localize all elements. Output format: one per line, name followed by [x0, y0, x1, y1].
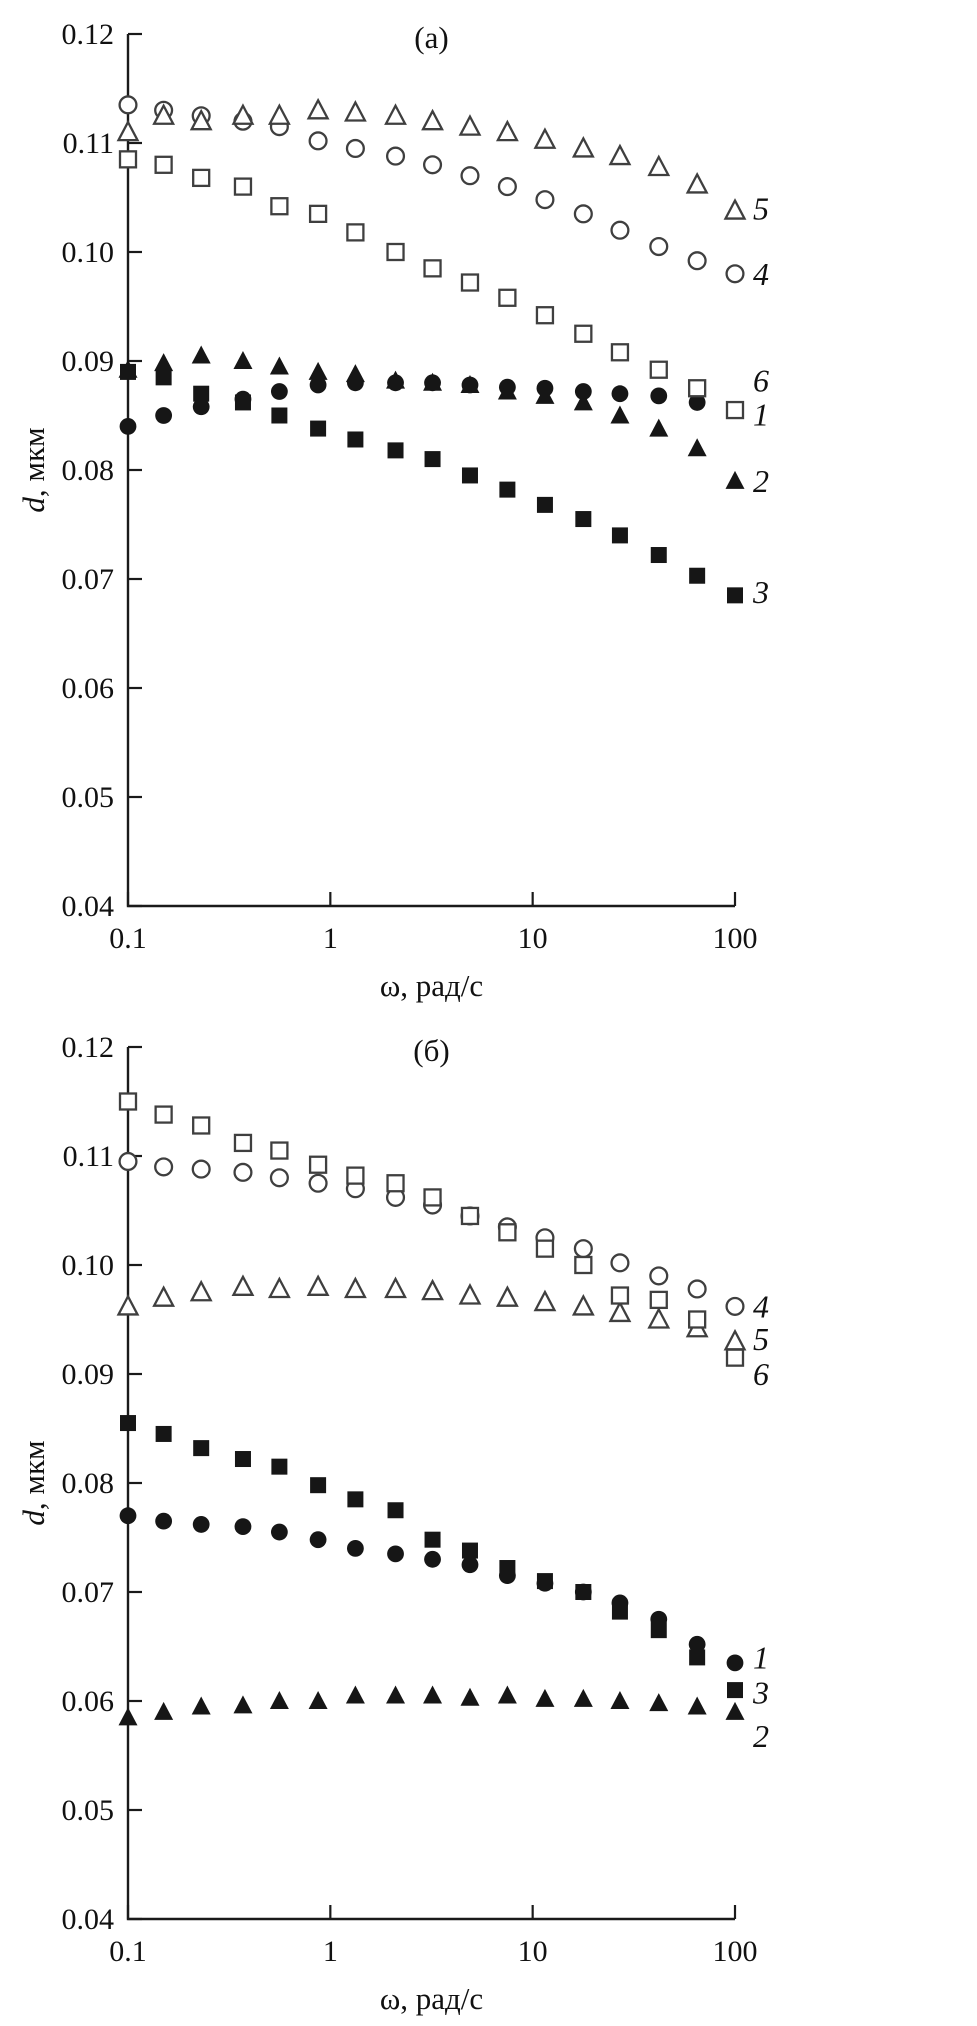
- chart-a-svg: 0.040.050.060.070.080.090.100.110.120.1 1…: [16, 18, 769, 1003]
- svg-text:0.09: 0.09: [62, 345, 115, 378]
- svg-text:0.10: 0.10: [62, 1249, 115, 1282]
- svg-text:ω, рад/с: ω, рад/с: [380, 968, 483, 1003]
- svg-text:4: 4: [753, 256, 769, 292]
- svg-text:1: 1: [753, 1639, 769, 1675]
- chart-panel-a: 0.04 0.05 0.06 0.07 0.08 0.09 0.10 0.11 0.12 0.1 1…: [16, 18, 769, 1003]
- svg-text:2: 2: [753, 463, 769, 499]
- svg-text:6: 6: [753, 363, 769, 399]
- svg-text:0.07: 0.07: [62, 563, 115, 596]
- svg-text:1: 1: [323, 922, 338, 955]
- svg-text:3: 3: [752, 1674, 769, 1710]
- svg-text:1: 1: [323, 1935, 338, 1968]
- svg-text:0.1: 0.1: [109, 1935, 147, 1968]
- svg-text:d, мкм: d, мкм: [16, 1440, 51, 1525]
- svg-text:3: 3: [752, 574, 769, 610]
- svg-text:0.04: 0.04: [62, 1903, 115, 1936]
- svg-text:(б): (б): [413, 1033, 449, 1068]
- svg-text:2: 2: [753, 1718, 769, 1754]
- svg-text:10: 10: [518, 1935, 548, 1968]
- svg-text:0.07: 0.07: [62, 1576, 115, 1609]
- svg-text:0.11: 0.11: [63, 127, 114, 160]
- svg-text:0.09: 0.09: [62, 1358, 115, 1391]
- svg-text:0.12: 0.12: [62, 1031, 115, 1064]
- svg-text:100: 100: [713, 922, 758, 955]
- svg-text:4: 4: [753, 1288, 769, 1324]
- svg-text:0.1: 0.1: [109, 922, 147, 955]
- svg-text:5: 5: [753, 1321, 769, 1357]
- svg-text:1: 1: [753, 396, 769, 432]
- svg-text:0.04: 0.04: [62, 890, 115, 923]
- svg-text:10: 10: [518, 922, 548, 955]
- svg-text:100: 100: [713, 1935, 758, 1968]
- svg-text:0.08: 0.08: [62, 1467, 115, 1500]
- svg-text:0.12: 0.12: [62, 18, 115, 51]
- svg-text:0.06: 0.06: [62, 672, 115, 705]
- svg-text:(а): (а): [414, 20, 448, 55]
- svg-text:0.05: 0.05: [62, 1794, 115, 1827]
- svg-text:d, мкм: d, мкм: [16, 427, 51, 512]
- svg-text:0.06: 0.06: [62, 1685, 115, 1718]
- svg-text:0.11: 0.11: [63, 1140, 114, 1173]
- svg-text:ω, рад/с: ω, рад/с: [380, 1981, 483, 2016]
- svg-text:0.05: 0.05: [62, 781, 115, 814]
- svg-text:6: 6: [753, 1356, 769, 1392]
- svg-text:0.08: 0.08: [62, 454, 115, 487]
- chart-panel-b: 0.04 0.05 0.06 0.07 0.08 0.09 0.10 0.11 0.12 0.1 1…: [0, 1013, 977, 2026]
- chart-b-svg: 0.040.050.060.070.080.090.100.110.120.1 1…: [16, 1031, 769, 2016]
- svg-text:5: 5: [753, 190, 769, 226]
- svg-text:0.10: 0.10: [62, 236, 115, 269]
